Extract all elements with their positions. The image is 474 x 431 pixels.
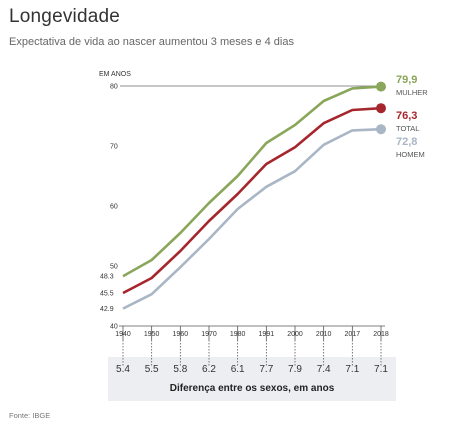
- series-line-total: [122, 106, 382, 295]
- y-tick-label-80: 80: [110, 84, 118, 91]
- difference-value-2017: 7.1: [345, 364, 359, 375]
- start-label-homem: 42.9: [100, 306, 114, 313]
- start-label-mulher: 48.3: [100, 274, 114, 281]
- x-tick-label-1950: 1950: [144, 331, 160, 338]
- difference-band: [108, 357, 396, 401]
- y-tick-label-40: 40: [110, 324, 118, 331]
- difference-value-1950: 5.5: [145, 364, 159, 375]
- x-tick-label-2010: 2010: [316, 331, 332, 338]
- series-name-total: TOTAL: [396, 124, 419, 133]
- difference-value-2000: 7.9: [288, 364, 302, 375]
- series-line-homem: [122, 127, 382, 310]
- end-dot-total: [376, 103, 386, 114]
- end-value-mulher: 79,9: [396, 74, 417, 86]
- x-tick-label-1940: 1940: [115, 331, 131, 338]
- x-tick-label-1980: 1980: [230, 331, 246, 338]
- y-axis-label: EM ANOS: [99, 71, 131, 78]
- x-tick-label-1960: 1960: [173, 331, 189, 338]
- x-tick-label-1991: 1991: [259, 331, 275, 338]
- end-dot-homem: [376, 124, 386, 135]
- page-subtitle: Expectativa de vida ao nascer aumentou 3…: [9, 36, 294, 48]
- source-note: Fonte: IBGE: [9, 411, 51, 420]
- difference-value-2018: 7.1: [374, 364, 388, 375]
- end-dot-mulher: [376, 81, 386, 92]
- difference-value-1940: 5.4: [116, 364, 130, 375]
- difference-caption: Diferença entre os sexos, em anos: [169, 383, 335, 394]
- labels: EM ANOS 40 50 60 70 80 48.3 45.5 42.9 1940 5.4 1950…: [99, 71, 428, 375]
- y-tick-label-60: 60: [110, 204, 118, 211]
- series-lines: [122, 81, 386, 310]
- x-tick-label-2018: 2018: [373, 331, 389, 338]
- difference-value-1991: 7.7: [259, 364, 273, 375]
- difference-value-2010: 7.4: [317, 364, 331, 375]
- x-tick-label-2000: 2000: [287, 331, 303, 338]
- axes: [119, 325, 385, 366]
- difference-value-1970: 6.2: [202, 364, 216, 375]
- y-tick-label-50: 50: [110, 264, 118, 271]
- x-tick-label-1970: 1970: [201, 331, 217, 338]
- series-line-mulher: [122, 85, 382, 278]
- page-title: Longevidade: [9, 6, 121, 27]
- series-name-homem: HOMEM: [396, 150, 425, 159]
- end-value-homem: 72,8: [396, 136, 417, 148]
- series-name-mulher: MULHER: [396, 88, 428, 97]
- x-tick-label-2017: 2017: [345, 331, 361, 338]
- end-value-total: 76,3: [396, 110, 417, 122]
- difference-value-1960: 5.8: [173, 364, 187, 375]
- start-label-total: 45.5: [100, 291, 114, 298]
- y-tick-label-70: 70: [110, 144, 118, 151]
- difference-value-1980: 6.1: [231, 364, 245, 375]
